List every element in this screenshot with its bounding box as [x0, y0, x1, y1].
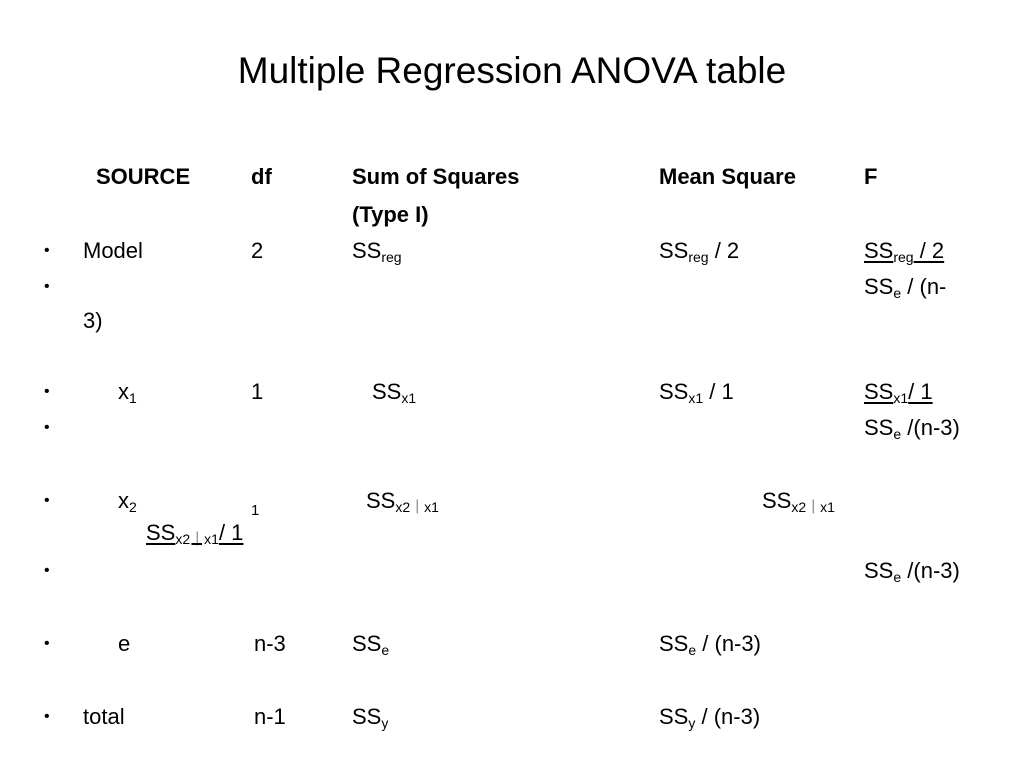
- row-x2-df: 1: [251, 502, 260, 519]
- row-x1-ms: SSx1 / 1: [659, 379, 734, 406]
- row-e-df: n-3: [254, 631, 286, 656]
- bullet: •: [44, 635, 50, 652]
- row-x1-df: 1: [251, 379, 264, 404]
- row-x2-ms: SSx2｜x1: [762, 488, 835, 515]
- header-source: SOURCE: [96, 164, 191, 189]
- header-sum-of-squares-type: (Type I): [352, 202, 429, 227]
- row-x2-ss: SSx2｜x1: [366, 488, 439, 515]
- header-mean-square: Mean Square: [659, 164, 796, 189]
- row-model-f-numerator: SSreg / 2: [864, 238, 945, 265]
- row-model-ms: SSreg / 2: [659, 238, 740, 265]
- row-e-ms: SSe / (n-3): [659, 631, 761, 658]
- row-model-f-denominator: SSe / (n-: [864, 274, 947, 301]
- row-total-df: n-1: [254, 704, 286, 729]
- row-model-source: Model: [83, 238, 143, 263]
- row-x1-f-denominator: SSe /(n-3): [864, 415, 960, 442]
- row-e-source: e: [118, 631, 131, 656]
- row-model-ss: SSreg: [352, 238, 402, 265]
- bullet: •: [44, 492, 50, 509]
- row-x1-source: x1: [118, 379, 137, 406]
- row-total-ss: SSy: [352, 704, 389, 731]
- bullet: •: [44, 383, 50, 400]
- bullet: •: [44, 278, 50, 295]
- header-df: df: [251, 164, 272, 189]
- row-x2-source: x2: [118, 488, 137, 515]
- bullet: •: [44, 242, 50, 259]
- row-x1-ss: SSx1: [372, 379, 417, 406]
- row-model-df: 2: [251, 238, 264, 263]
- row-x2-f-numerator: SSx2｜x1/ 1: [146, 520, 244, 547]
- header-sum-of-squares: Sum of Squares: [352, 164, 520, 189]
- row-x1-f-numerator: SSx1/ 1: [864, 379, 933, 406]
- row-e-ss: SSe: [352, 631, 390, 658]
- bullet: •: [44, 419, 50, 436]
- bullet: •: [44, 562, 50, 579]
- row-model-f-denominator-wrap: 3): [83, 308, 103, 333]
- slide-title: Multiple Regression ANOVA table: [237, 50, 787, 91]
- row-x2-f-denominator: SSe /(n-3): [864, 558, 960, 585]
- header-f: F: [864, 164, 878, 189]
- bullet: •: [44, 708, 50, 725]
- row-total-ms: SSy / (n-3): [659, 704, 761, 731]
- row-total-source: total: [83, 704, 125, 729]
